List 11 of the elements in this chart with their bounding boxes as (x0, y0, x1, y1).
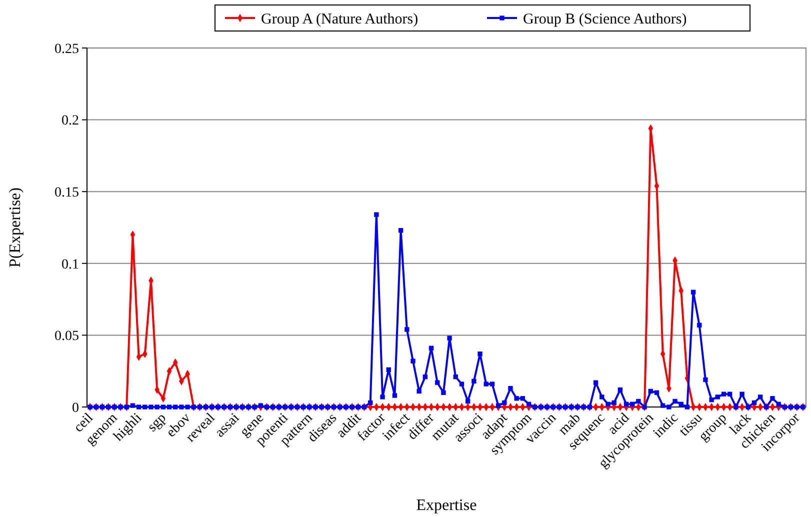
y-tick-label: 0.15 (54, 186, 79, 200)
y-tick-label: 0.1 (62, 257, 79, 272)
y-tick-label: 0 (72, 400, 79, 416)
x-axis-title: Expertise (416, 497, 477, 514)
y-tick-label: 0.25 (54, 42, 79, 57)
y-tick-label: 0.2 (62, 114, 79, 129)
x-tick-label: sgp (145, 410, 170, 436)
legend-label: Group B (Science Authors) (523, 11, 687, 28)
legend-label: Group A (Nature Authors) (261, 11, 418, 28)
y-tick-label: 0.05 (54, 329, 79, 344)
y-axis-title: P(Expertise) (7, 188, 24, 268)
